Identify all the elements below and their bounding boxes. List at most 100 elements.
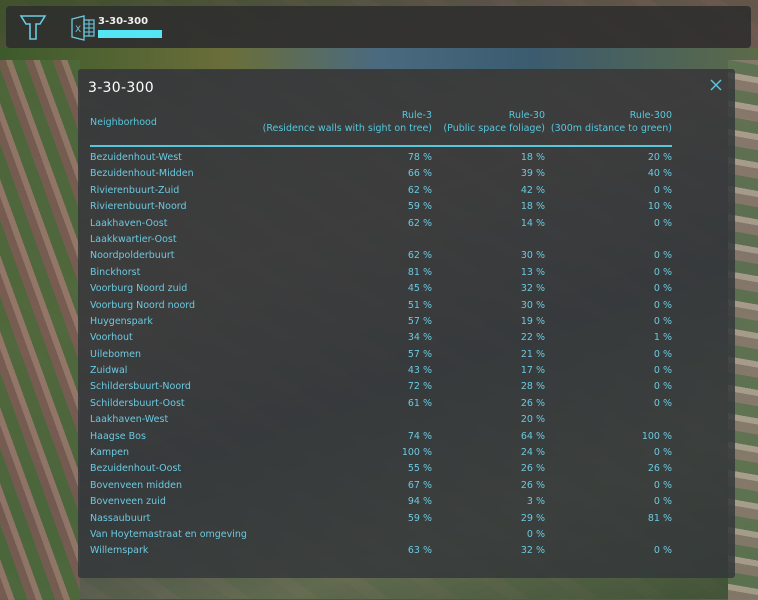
table-row[interactable]: Van Hoytemastraat en omgeving 0 % [90,529,672,545]
rule300-cell: 0 % [653,381,672,393]
rule300-cell: 0 % [653,250,672,262]
rule300-cell: 0 % [653,299,672,311]
excel-icon[interactable]: X [70,15,96,41]
rule300-cell: 0 % [653,348,672,360]
rule300-cell: 0 % [653,447,672,459]
table-row[interactable]: Schildersbuurt-Noord 72 % 28 % 0 % [90,381,672,397]
table-row[interactable]: Nassaubuurt 59 % 29 % 81 % [90,513,672,529]
rule300-cell: 1 % [653,332,672,344]
rule300-cell: 40 % [647,168,672,180]
table-row[interactable]: Laakkwartier-Oost [90,234,672,250]
rule30-cell: 39 % [520,168,545,180]
neighborhood-cell: Bezuidenhout-Oost [90,463,182,475]
table-row[interactable]: Uilebomen 57 % 21 % 0 % [90,349,672,365]
table-row[interactable]: Bezuidenhout-Midden 66 % 39 % 40 % [90,168,672,184]
rule3-cell: 67 % [407,479,432,491]
rule300-cell: 26 % [647,463,672,475]
header-divider [90,145,672,147]
neighborhood-cell: Voorburg Noord zuid [90,283,188,295]
rule300-cell: 0 % [653,184,672,196]
neighborhood-cell: Willemspark [90,545,149,557]
rule3-cell: 57 % [407,348,432,360]
rule3-cell: 62 % [407,217,432,229]
rule3-cell: 62 % [407,184,432,196]
rule30-cell: 18 % [520,201,545,213]
neighborhood-cell: Uilebomen [90,348,142,360]
table-row[interactable]: Noordpolderbuurt 62 % 30 % 0 % [90,250,672,266]
rule30-cell: 21 % [520,348,545,360]
rule30-cell: 26 % [520,479,545,491]
rule3-cell: 61 % [407,397,432,409]
table-row[interactable]: Haagse Bos 74 % 64 % 100 % [90,431,672,447]
table-row[interactable]: Schildersbuurt-Oost 61 % 26 % 0 % [90,398,672,414]
panel-title: 3-30-300 [88,80,154,96]
neighborhood-cell: Voorhout [90,332,133,344]
rule3-cell: 63 % [407,545,432,557]
neighborhood-cell: Kampen [90,447,130,459]
rule3-cell: 74 % [407,430,432,442]
neighborhood-cell: Laakhaven-West [90,414,169,426]
table-row[interactable]: Bezuidenhout-Oost 55 % 26 % 26 % [90,463,672,479]
rule300-cell: 100 % [641,430,672,442]
rule300-cell: 0 % [653,266,672,278]
progress-bar [98,30,162,38]
table-row[interactable]: Bezuidenhout-West 78 % 18 % 20 % [90,152,672,168]
rule3-cell: 66 % [407,168,432,180]
close-icon[interactable] [709,77,723,91]
table-row[interactable]: Rivierenbuurt-Zuid 62 % 42 % 0 % [90,185,672,201]
table-row[interactable]: Huygenspark 57 % 19 % 0 % [90,316,672,332]
rule30-cell: 0 % [526,528,545,540]
rule30-cell: 26 % [520,397,545,409]
table-row[interactable]: Voorhout 34 % 22 % 1 % [90,332,672,348]
neighborhood-cell: Bezuidenhout-West [90,152,182,163]
column-header-rule30[interactable]: Rule-30 (Public space foliage) [443,110,545,134]
column-header-rule3[interactable]: Rule-3 (Residence walls with sight on tr… [262,110,432,134]
rule3-cell: 57 % [407,315,432,327]
table-row[interactable]: Rivierenbuurt-Noord 59 % 18 % 10 % [90,201,672,217]
table-row[interactable]: Voorburg Noord noord 51 % 30 % 0 % [90,300,672,316]
rule30-cell: 17 % [520,365,545,377]
rule300-cell: 0 % [653,397,672,409]
rule30-cell: 32 % [520,283,545,295]
rule3-cell: 34 % [407,332,432,344]
table-row[interactable]: Binckhorst 81 % 13 % 0 % [90,267,672,283]
neighborhood-cell: Laakhaven-Oost [90,217,168,229]
table-row[interactable]: Voorburg Noord zuid 45 % 32 % 0 % [90,283,672,299]
results-panel: 3-30-300 Neighborhood Rule-3 (Residence … [78,69,735,578]
rule30-cell: 32 % [520,545,545,557]
rule300-cell: 0 % [653,283,672,295]
rule30-cell: 30 % [520,250,545,262]
table-row[interactable]: Laakhaven-Oost 62 % 14 % 0 % [90,218,672,234]
table-row[interactable]: Kampen 100 % 24 % 0 % [90,447,672,463]
rule3-cell: 55 % [407,463,432,475]
tygron-logo-icon[interactable] [18,12,48,42]
rule3-cell: 45 % [407,283,432,295]
rule30-cell: 13 % [520,266,545,278]
column-header-neighborhood[interactable]: Neighborhood [90,117,157,128]
neighborhood-cell: Zuidwal [90,365,128,377]
rule3-cell: 62 % [407,250,432,262]
column-header-rule300[interactable]: Rule-300 (300m distance to green) [550,110,672,134]
rule30-cell: 42 % [520,184,545,196]
neighborhood-cell: Haagse Bos [90,430,146,442]
rule30-cell: 30 % [520,299,545,311]
svg-text:X: X [75,25,81,35]
neighborhood-cell: Laakkwartier-Oost [90,233,177,245]
table-row[interactable]: Bovenveen midden 67 % 26 % 0 % [90,480,672,496]
rule30-cell: 18 % [520,152,545,163]
rule3-cell: 78 % [407,152,432,163]
rule3-cell: 81 % [407,266,432,278]
rule3-cell: 43 % [407,365,432,377]
rule3-cell: 59 % [407,201,432,213]
table-row[interactable]: Laakhaven-West 20 % [90,414,672,430]
file-title: 3-30-300 [98,16,149,27]
rule3-cell: 59 % [407,512,432,524]
map-background-strip [0,48,758,70]
rule3-cell: 100 % [401,447,432,459]
rule300-cell: 0 % [653,217,672,229]
table-row[interactable]: Willemspark 63 % 32 % 0 % [90,545,672,561]
table-row[interactable]: Zuidwal 43 % 17 % 0 % [90,365,672,381]
neighborhood-cell: Bovenveen midden [90,479,182,491]
neighborhood-cell: Binckhorst [90,266,141,278]
table-row[interactable]: Bovenveen zuid 94 % 3 % 0 % [90,496,672,512]
